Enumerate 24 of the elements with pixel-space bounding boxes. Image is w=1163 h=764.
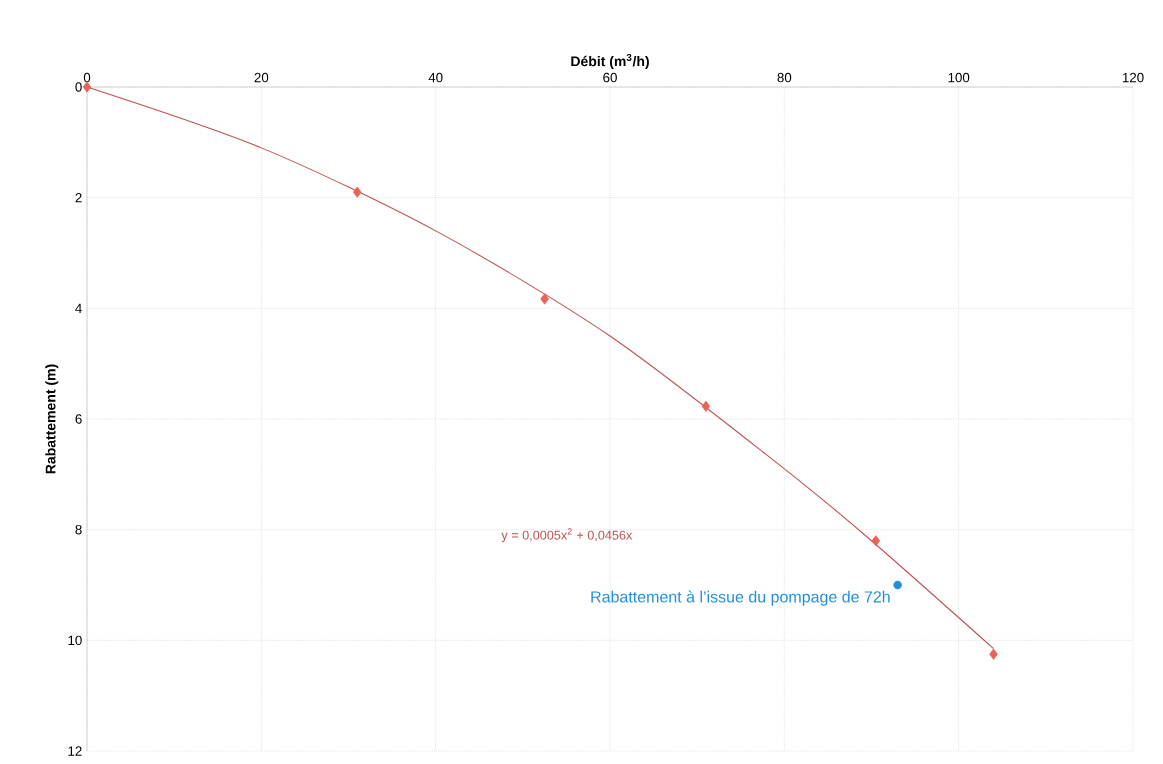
y-tick-label: 10 — [68, 635, 82, 646]
point — [893, 580, 902, 590]
y-tick-label: 2 — [75, 193, 82, 203]
x-tick-label: 0 — [83, 72, 91, 83]
y-tick-label: 12 — [68, 746, 82, 756]
point — [701, 400, 711, 412]
y-tick-label: 4 — [75, 303, 82, 313]
y-tick-label: 8 — [75, 524, 82, 535]
x-tick-label: 100 — [948, 72, 970, 83]
series-label: Rabattement à l’issue du pompage de 72h — [591, 590, 890, 606]
point — [352, 186, 362, 198]
point — [540, 293, 549, 305]
annotation: y = 0,0005x$^{2}$ + 0,0456x — [501, 528, 633, 543]
x-tick-label: 60 — [603, 72, 617, 83]
x-tick-label: 120 — [1122, 72, 1144, 83]
x-axis-title: Débit (m$^{3}$/h) — [571, 53, 649, 70]
x-tick-label: 20 — [254, 72, 269, 83]
point — [989, 648, 998, 660]
y-axis-title: Rabattement (m) — [45, 364, 59, 474]
y-tick-label: 0 — [75, 82, 82, 92]
x-tick-label: 40 — [428, 72, 443, 83]
y-tick-label: 6 — [75, 414, 82, 424]
x-tick-label: 80 — [777, 72, 792, 83]
point — [871, 535, 881, 547]
